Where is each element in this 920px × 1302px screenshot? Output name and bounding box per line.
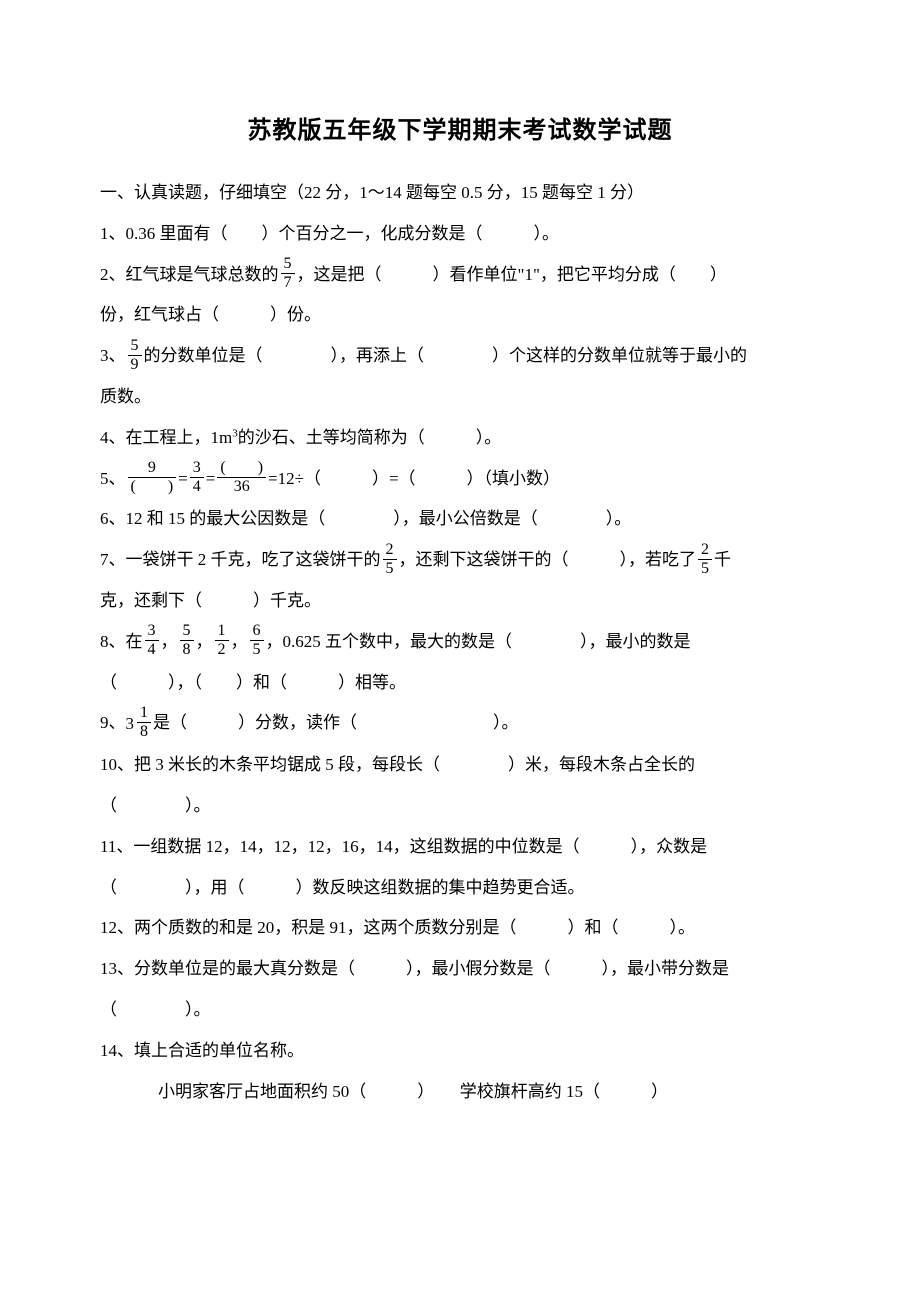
question-9: 9、318是（ ）分数，读作（ ）。 bbox=[100, 703, 820, 745]
q7-text-c: 千 bbox=[714, 550, 731, 569]
question-7-line2: 克，还剩下（ ）千克。 bbox=[100, 581, 820, 622]
question-11-line1: 11、一组数据 12，14，12，12，16，14，这组数据的中位数是（ ），众… bbox=[100, 827, 820, 868]
fraction-5-7: 57 bbox=[281, 256, 295, 291]
question-14: 14、填上合适的单位名称。 bbox=[100, 1031, 820, 1072]
fraction-3-4: 34 bbox=[145, 623, 159, 658]
question-10-line2: （ ）。 bbox=[100, 786, 820, 827]
fraction-6-5: 65 bbox=[250, 623, 264, 658]
q5-text-b: =12÷（ ）=（ ）（填小数） bbox=[268, 469, 560, 488]
fraction-1-2: 12 bbox=[215, 623, 229, 658]
question-8-line1: 8、在34，58，12，65，0.625 五个数中，最大的数是（ ），最小的数是 bbox=[100, 622, 820, 663]
question-3-line2: 质数。 bbox=[100, 377, 820, 418]
question-7-line1: 7、一袋饼干 2 千克，吃了这袋饼干的25，还剩下这袋饼干的（ ），若吃了25千 bbox=[100, 540, 820, 581]
q7-text-a: 7、一袋饼干 2 千克，吃了这袋饼干的 bbox=[100, 550, 381, 569]
q8-text-b: ， bbox=[161, 632, 178, 651]
fraction-2-5-b: 25 bbox=[698, 542, 712, 577]
fraction-q5-2: 34 bbox=[190, 460, 204, 495]
q7-text-b: ，还剩下这袋饼干的（ ），若吃了 bbox=[399, 550, 697, 569]
fraction-5-8: 58 bbox=[180, 623, 194, 658]
q3-text-b: 的分数单位是（ ），再添上（ ）个这样的分数单位就等于最小的 bbox=[144, 346, 748, 365]
question-6: 6、12 和 15 的最大公因数是（ ），最小公倍数是（ ）。 bbox=[100, 499, 820, 540]
q8-text-e: ，0.625 五个数中，最大的数是（ ），最小的数是 bbox=[266, 632, 691, 651]
mixed-3-1-8: 318 bbox=[126, 704, 154, 745]
question-3-line1: 3、59的分数单位是（ ），再添上（ ）个这样的分数单位就等于最小的 bbox=[100, 336, 820, 377]
q5-text-a: 5、 bbox=[100, 469, 126, 488]
section-1-header: 一、认真读题，仔细填空（22 分，1～14 题每空 0.5 分，15 题每空 1… bbox=[100, 173, 820, 214]
q2-text-a: 2、红气球是气球总数的 bbox=[100, 265, 279, 284]
question-8-line2: （ ），（ ）和（ ）相等。 bbox=[100, 663, 820, 704]
q8-text-c: ， bbox=[196, 632, 213, 651]
question-2-line1: 2、红气球是气球总数的57，这是把（ ）看作单位"1"，把它平均分成（ ） bbox=[100, 255, 820, 296]
question-11-line2: （ ），用（ ）数反映这组数据的集中趋势更合适。 bbox=[100, 868, 820, 909]
question-12: 12、两个质数的和是 20，积是 91，这两个质数分别是（ ）和（ ）。 bbox=[100, 908, 820, 949]
fraction-q5-3: ( )36 bbox=[217, 460, 266, 495]
fraction-q5-1: 9( ) bbox=[128, 460, 177, 495]
q3-text-a: 3、 bbox=[100, 346, 126, 365]
question-2-line2: 份，红气球占（ ）份。 bbox=[100, 295, 820, 336]
exam-page: 苏教版五年级下学期期末考试数学试题 一、认真读题，仔细填空（22 分，1～14 … bbox=[0, 0, 920, 1302]
question-4: 4、在工程上，1m3的沙石、土等均简称为（ ）。 bbox=[100, 418, 820, 459]
q9-text-a: 9、 bbox=[100, 713, 126, 732]
question-13-line2: （ ）。 bbox=[100, 990, 820, 1031]
question-5: 5、9( )=34=( )36=12÷（ ）=（ ）（填小数） bbox=[100, 459, 820, 500]
q2-text-b: ，这是把（ ）看作单位"1"，把它平均分成（ ） bbox=[297, 265, 727, 284]
q9-text-b: 是（ ）分数，读作（ ）。 bbox=[153, 713, 519, 732]
question-1: 1、0.36 里面有（ ）个百分之一，化成分数是（ ）。 bbox=[100, 214, 820, 255]
page-title: 苏教版五年级下学期期末考试数学试题 bbox=[100, 110, 820, 145]
q8-text-a: 8、在 bbox=[100, 632, 143, 651]
question-10-line1: 10、把 3 米长的木条平均锯成 5 段，每段长（ ）米，每段木条占全长的 bbox=[100, 745, 820, 786]
fraction-5-9: 59 bbox=[128, 338, 142, 373]
question-14-sub: 小明家客厅占地面积约 50（ ） 学校旗杆高约 15（ ） bbox=[100, 1072, 820, 1113]
fraction-2-5-a: 25 bbox=[383, 542, 397, 577]
question-13-line1: 13、分数单位是的最大真分数是（ ），最小假分数是（ ），最小带分数是 bbox=[100, 949, 820, 990]
fraction-1-8: 18 bbox=[137, 705, 151, 740]
q8-text-d: ， bbox=[231, 632, 248, 651]
